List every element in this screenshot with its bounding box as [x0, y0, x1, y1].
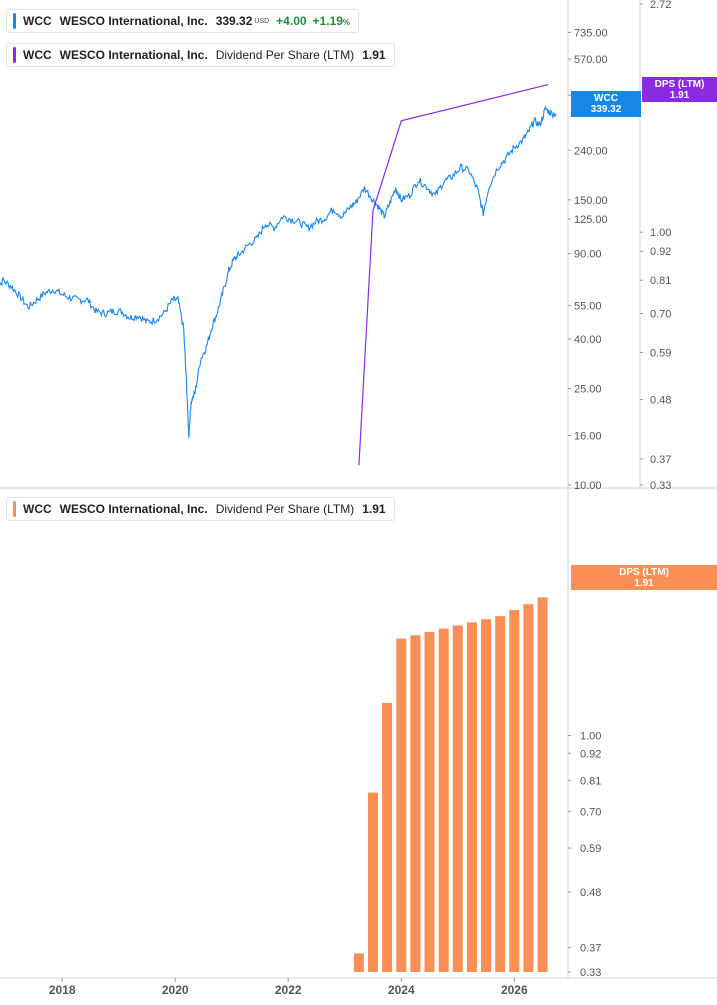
left-axis-label-10: 16.00 — [574, 431, 602, 443]
left-axis-label-5: 125.00 — [574, 214, 608, 226]
left-axis-label-11: 10.00 — [574, 480, 602, 492]
dps-legend-bottom[interactable]: WCC WESCO International, Inc. Dividend P… — [6, 497, 395, 521]
right-axis-label-6: 0.48 — [650, 395, 671, 407]
left-axis-label-8: 40.00 — [574, 334, 602, 346]
dps-bar-13 — [537, 597, 548, 972]
dps-bar-1 — [368, 792, 378, 972]
dps-series-line — [358, 84, 549, 466]
right-axis-label-1: 1.00 — [650, 227, 671, 239]
dps-legend-bottom-metric: Dividend Per Share (LTM) — [215, 502, 355, 516]
dps-flag-bottom-value: 1.91 — [634, 577, 654, 589]
dps-bar-9 — [481, 619, 491, 972]
bottom-axis-label-3: 0.70 — [580, 807, 601, 819]
dps-bar-11 — [509, 610, 520, 972]
dps-bar-0 — [353, 953, 364, 972]
right-axis-label-3: 0.81 — [650, 275, 671, 287]
dps-bar-7 — [452, 625, 463, 972]
price-flag-value: 339.32 — [590, 104, 622, 115]
price-legend-ticker: WCC — [23, 14, 52, 28]
dps-legend-bottom-company: WESCO International, Inc. — [59, 502, 208, 516]
left-axis-label-9: 25.00 — [574, 383, 602, 395]
price-legend-company: WESCO International, Inc. — [59, 14, 208, 28]
dps-legend-top-metric: Dividend Per Share (LTM) — [215, 48, 355, 62]
dps-bar-3 — [396, 638, 407, 972]
bottom-axis-label-2: 0.81 — [580, 775, 601, 787]
price-legend-change-pct: +1.19% — [312, 14, 351, 28]
dps-bar-10 — [495, 616, 506, 972]
x-axis-label-1: 2020 — [162, 983, 189, 997]
price-legend-currency: USD — [254, 17, 270, 25]
x-axis-label-0: 2018 — [49, 983, 76, 997]
dps-bar-6 — [438, 628, 449, 972]
price-series-line — [0, 105, 557, 439]
left-axis-label-1: 570.00 — [574, 54, 608, 66]
right-axis-label-7: 0.37 — [650, 454, 671, 466]
dps-bar-4 — [410, 635, 421, 972]
left-axis-label-3: 240.00 — [574, 145, 608, 157]
bottom-axis-label-1: 0.92 — [580, 748, 601, 760]
x-axis-label-4: 2026 — [501, 983, 528, 997]
dps-bar-8 — [466, 622, 477, 972]
right-axis-label-5: 0.59 — [650, 348, 671, 360]
dps-flag-top-label: DPS (LTM) — [654, 78, 705, 90]
dps-legend-top-company: WESCO International, Inc. — [59, 48, 208, 62]
bottom-axis-label-7: 0.33 — [580, 967, 601, 979]
right-axis-label-0: 2.72 — [650, 0, 671, 11]
dps-flag-top: DPS (LTM) 1.91 — [642, 77, 717, 102]
dps-legend-top-value: 1.91 — [362, 48, 386, 62]
left-axis-label-0: 735.00 — [574, 27, 608, 39]
left-axis-label-6: 90.00 — [574, 249, 602, 261]
dps-legend-top-ticker: WCC — [23, 48, 52, 62]
dps-legend-bottom-swatch — [13, 501, 16, 517]
dps-bar-12 — [523, 604, 534, 972]
right-axis-label-4: 0.70 — [650, 309, 671, 321]
price-legend-price: 339.32 — [215, 14, 253, 28]
x-axis-label-2: 2022 — [275, 983, 302, 997]
bottom-axis-label-4: 0.59 — [580, 843, 601, 855]
price-legend[interactable]: WCC WESCO International, Inc. 339.32 USD… — [6, 9, 360, 33]
dps-flag-bottom: DPS (LTM) 1.91 — [571, 565, 717, 590]
x-axis-label-3: 2024 — [388, 983, 415, 997]
bottom-axis-label-5: 0.48 — [580, 887, 601, 899]
right-axis-label-8: 0.33 — [650, 480, 671, 492]
bottom-axis-label-0: 1.00 — [580, 730, 601, 742]
dps-legend-bottom-ticker: WCC — [23, 502, 52, 516]
dps-legend-top-swatch — [13, 47, 16, 63]
dps-bar-5 — [424, 631, 435, 972]
price-legend-swatch — [13, 13, 16, 29]
bottom-axis-label-6: 0.37 — [580, 943, 601, 955]
dps-flag-bottom-label: DPS (LTM) — [619, 566, 669, 578]
price-legend-change: +4.00 — [276, 14, 307, 28]
price-flag: WCC 339.32 — [571, 91, 641, 117]
dps-bar-2 — [382, 702, 393, 972]
right-axis-label-2: 0.92 — [650, 246, 671, 258]
dps-legend-bottom-value: 1.91 — [362, 502, 386, 516]
left-axis-label-7: 55.00 — [574, 300, 602, 312]
left-axis-label-4: 150.00 — [574, 195, 608, 207]
dps-legend-top[interactable]: WCC WESCO International, Inc. Dividend P… — [6, 43, 395, 67]
price-flag-label: WCC — [594, 93, 618, 104]
dps-flag-top-value: 1.91 — [669, 89, 690, 101]
